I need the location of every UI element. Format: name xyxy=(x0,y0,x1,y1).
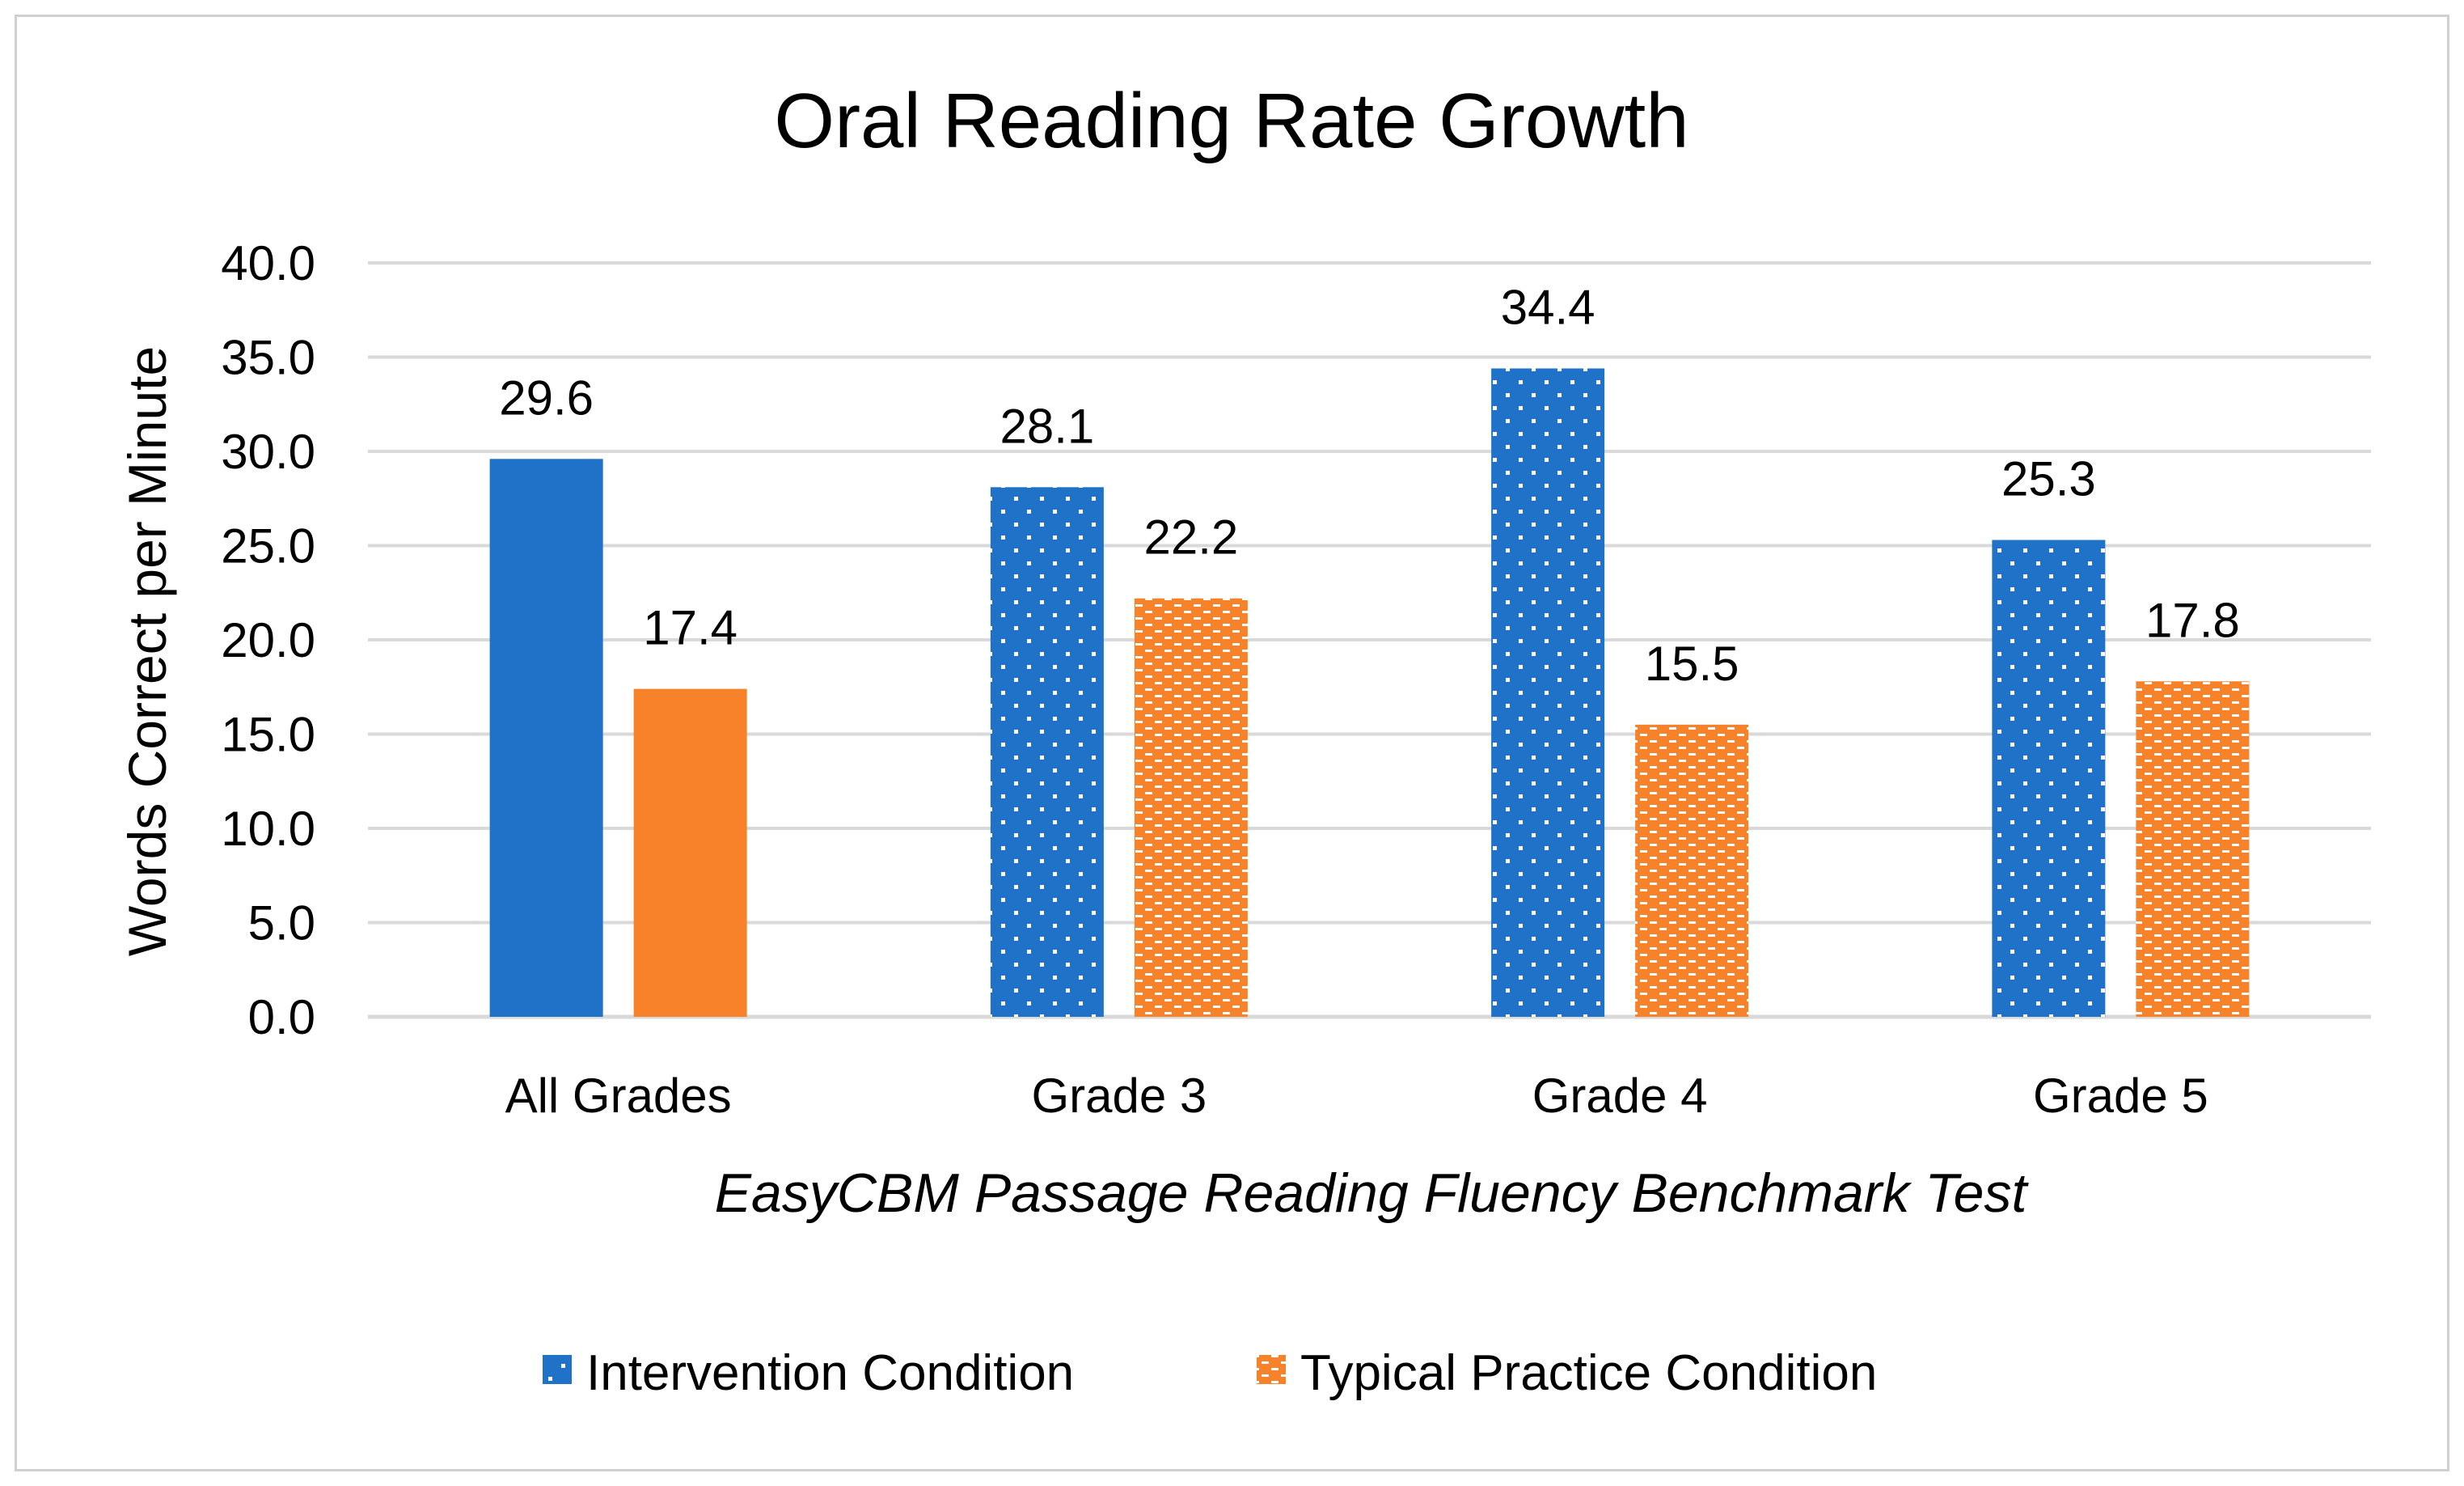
legend-label-typical-practice: Typical Practice Condition xyxy=(1300,1345,1877,1401)
y-tick-label: 30.0 xyxy=(221,425,315,479)
data-label: 17.4 xyxy=(643,601,738,655)
chart-title: Oral Reading Rate Growth xyxy=(774,78,1688,164)
bar-typical-practice xyxy=(1134,598,1248,1017)
data-label: 15.5 xyxy=(1645,637,1739,691)
x-axis-ticks: All Grades Grade 3 Grade 4 Grade 5 xyxy=(505,1069,2208,1123)
data-label: 25.3 xyxy=(2001,452,2096,506)
y-tick-label: 10.0 xyxy=(221,802,315,856)
y-axis-label: Words Correct per Minute xyxy=(117,346,177,956)
data-label: 29.6 xyxy=(499,370,594,425)
bar-typical-practice xyxy=(1635,724,1749,1017)
legend: Intervention Condition Typical Practice … xyxy=(543,1345,1877,1401)
bar-typical-practice xyxy=(2136,681,2250,1017)
bar-intervention xyxy=(1491,368,1605,1018)
y-axis-ticks: 0.0 5.0 10.0 15.0 20.0 25.0 30.0 35.0 40.0 xyxy=(221,236,315,1044)
y-tick-label: 5.0 xyxy=(248,896,315,950)
y-tick-label: 20.0 xyxy=(221,613,315,667)
x-tick-label: Grade 5 xyxy=(2033,1069,2208,1123)
data-label: 28.1 xyxy=(1000,399,1094,453)
bar-intervention xyxy=(990,487,1104,1017)
y-tick-label: 15.0 xyxy=(221,708,315,762)
x-tick-label: All Grades xyxy=(505,1069,732,1123)
bars xyxy=(489,368,2250,1018)
bar-intervention xyxy=(489,459,603,1017)
legend-label-intervention: Intervention Condition xyxy=(586,1345,1074,1401)
data-label: 34.4 xyxy=(1501,280,1595,334)
data-label: 17.8 xyxy=(2145,593,2240,647)
y-tick-label: 25.0 xyxy=(221,519,315,574)
y-tick-label: 0.0 xyxy=(248,990,315,1044)
legend-swatch-intervention xyxy=(543,1355,572,1384)
bar-typical-practice xyxy=(633,688,747,1017)
x-tick-label: Grade 3 xyxy=(1031,1069,1207,1123)
y-tick-label: 35.0 xyxy=(221,331,315,385)
bar-intervention xyxy=(1992,540,2106,1017)
data-label: 22.2 xyxy=(1143,510,1238,565)
data-labels: 29.6 17.4 28.1 22.2 34.4 15.5 25.3 17.8 xyxy=(499,280,2240,690)
legend-swatch-typical-practice xyxy=(1257,1355,1286,1384)
x-axis-label: EasyCBM Passage Reading Fluency Benchmar… xyxy=(715,1162,2030,1224)
x-tick-label: Grade 4 xyxy=(1532,1069,1708,1123)
y-tick-label: 40.0 xyxy=(221,236,315,290)
